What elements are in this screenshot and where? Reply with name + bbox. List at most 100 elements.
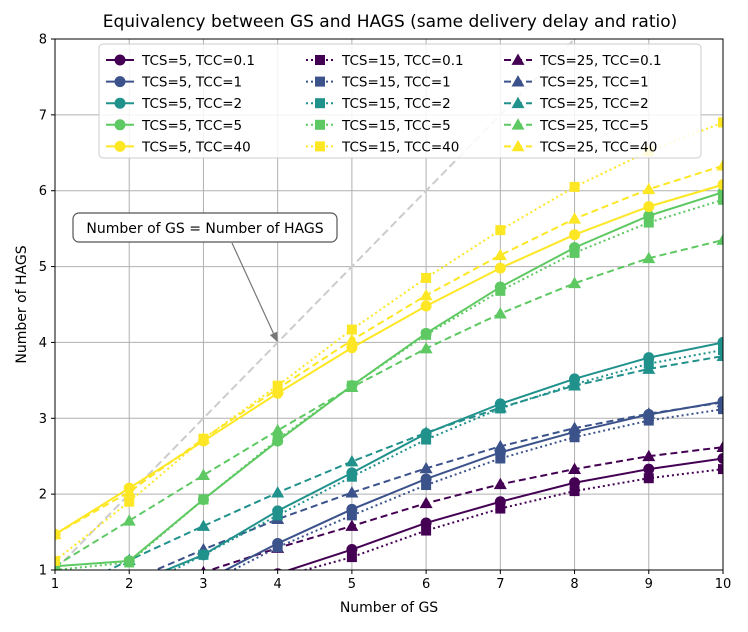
legend-marker bbox=[315, 55, 325, 65]
legend-marker bbox=[315, 98, 325, 109]
chart-title: Equivalency between GS and HAGS (same de… bbox=[103, 12, 678, 32]
data-point bbox=[718, 117, 723, 128]
legend-label: TCS=5, TCC=1 bbox=[141, 75, 242, 91]
plot-frame bbox=[54, 38, 724, 571]
x-tick-label: 1 bbox=[51, 577, 59, 592]
legend-label: TCS=25, TCC=1 bbox=[539, 75, 649, 91]
data-point bbox=[421, 525, 432, 536]
data-point bbox=[569, 432, 580, 443]
data-point bbox=[569, 486, 580, 497]
data-point bbox=[569, 247, 580, 258]
data-point bbox=[717, 452, 723, 464]
legend-label: TCS=5, TCC=2 bbox=[141, 96, 242, 112]
legend-label: TCS=15, TCC=40 bbox=[341, 139, 459, 155]
data-point bbox=[421, 480, 432, 491]
data-point bbox=[198, 549, 209, 560]
legend-entry: TCS=25, TCC=0.1 bbox=[504, 53, 662, 69]
data-point bbox=[642, 407, 656, 419]
series-line bbox=[153, 401, 723, 570]
data-point bbox=[122, 514, 136, 526]
legend-marker bbox=[114, 140, 126, 152]
data-point bbox=[643, 415, 654, 426]
series-line bbox=[171, 349, 723, 570]
data-point bbox=[718, 464, 723, 475]
legend-entry: TCS=15, TCC=2 bbox=[306, 96, 451, 112]
series-tcs-25-tcc-40 bbox=[55, 159, 723, 540]
legend-label: TCS=5, TCC=40 bbox=[141, 139, 251, 155]
data-point bbox=[346, 510, 357, 521]
legend-label: TCS=15, TCC=0.1 bbox=[341, 53, 464, 69]
y-tick-label: 5 bbox=[39, 260, 47, 275]
legend-marker bbox=[114, 97, 126, 109]
legend-marker bbox=[511, 75, 525, 87]
data-point bbox=[493, 401, 507, 413]
series-line bbox=[223, 400, 723, 570]
y-tick-label: 3 bbox=[39, 412, 47, 427]
legend-entry: TCS=25, TCC=2 bbox=[504, 96, 649, 112]
data-point bbox=[643, 217, 654, 228]
legend-label: TCS=5, TCC=0.1 bbox=[141, 53, 255, 69]
data-point bbox=[271, 486, 285, 498]
legend-entry: TCS=5, TCC=0.1 bbox=[106, 53, 255, 69]
x-axis-label: Number of GS bbox=[340, 600, 438, 616]
legend-entry: TCS=15, TCC=5 bbox=[306, 118, 451, 134]
legend-marker bbox=[315, 141, 325, 152]
data-point bbox=[272, 434, 283, 445]
x-tick-label: 7 bbox=[496, 577, 504, 592]
data-point bbox=[568, 462, 582, 474]
data-point bbox=[716, 395, 723, 408]
data-point bbox=[346, 324, 357, 335]
data-point bbox=[568, 276, 582, 289]
legend-label: TCS=25, TCC=2 bbox=[539, 96, 649, 112]
data-point bbox=[345, 486, 359, 498]
y-tick-label: 1 bbox=[39, 564, 47, 579]
data-point bbox=[345, 455, 359, 467]
ticks: 1 2 3 4 5 6 7 8 9 10 1 2 3 4 5 6 7 8 bbox=[39, 33, 732, 593]
data-point bbox=[493, 307, 507, 319]
data-point bbox=[493, 248, 507, 261]
data-point bbox=[124, 557, 135, 568]
x-tick-label: 4 bbox=[274, 577, 282, 592]
x-tick-label: 10 bbox=[715, 577, 732, 592]
legend-marker bbox=[114, 54, 126, 66]
data-point bbox=[718, 345, 723, 356]
data-point bbox=[718, 404, 723, 415]
legend-label: TCS=15, TCC=1 bbox=[341, 75, 451, 91]
data-point bbox=[55, 555, 60, 566]
data-point bbox=[124, 496, 135, 507]
data-point bbox=[642, 362, 656, 374]
data-point bbox=[643, 473, 654, 484]
legend-entry: TCS=25, TCC=1 bbox=[504, 75, 649, 91]
series-tcs-15-tcc-1 bbox=[230, 404, 723, 570]
series-line bbox=[55, 121, 723, 562]
data-point bbox=[569, 477, 581, 489]
legend-label: TCS=5, TCC=5 bbox=[141, 118, 242, 134]
legend-marker bbox=[315, 119, 325, 130]
data-point bbox=[346, 552, 357, 563]
data-point bbox=[420, 300, 432, 312]
series-tcs-25-tcc-1 bbox=[153, 395, 723, 570]
legend: TCS=5, TCC=0.1 TCS=5, TCC=1 TCS=5, TCC=2 TC… bbox=[98, 43, 702, 159]
data-point bbox=[494, 262, 506, 274]
legend-label: TCS=25, TCC=40 bbox=[539, 139, 657, 155]
x-tick-label: 2 bbox=[125, 577, 133, 592]
data-point bbox=[271, 382, 285, 394]
data-point bbox=[493, 477, 507, 490]
legend-label: TCS=25, TCC=0.1 bbox=[539, 53, 662, 69]
data-point bbox=[569, 181, 580, 192]
legend-marker bbox=[511, 96, 525, 109]
data-point bbox=[345, 380, 359, 393]
data-point bbox=[198, 494, 209, 505]
series-tcs-15-tcc-0-1 bbox=[301, 464, 723, 570]
series-line bbox=[55, 164, 723, 536]
data-point bbox=[495, 225, 506, 236]
legend-label: TCS=15, TCC=5 bbox=[341, 118, 451, 134]
legend-entry: TCS=25, TCC=5 bbox=[504, 118, 649, 134]
data-point bbox=[55, 527, 62, 540]
data-point bbox=[495, 503, 506, 514]
legend-entry: TCS=5, TCC=2 bbox=[106, 96, 242, 112]
series-line bbox=[207, 446, 723, 570]
y-tick-label: 6 bbox=[39, 184, 47, 199]
series-layer bbox=[55, 117, 723, 570]
